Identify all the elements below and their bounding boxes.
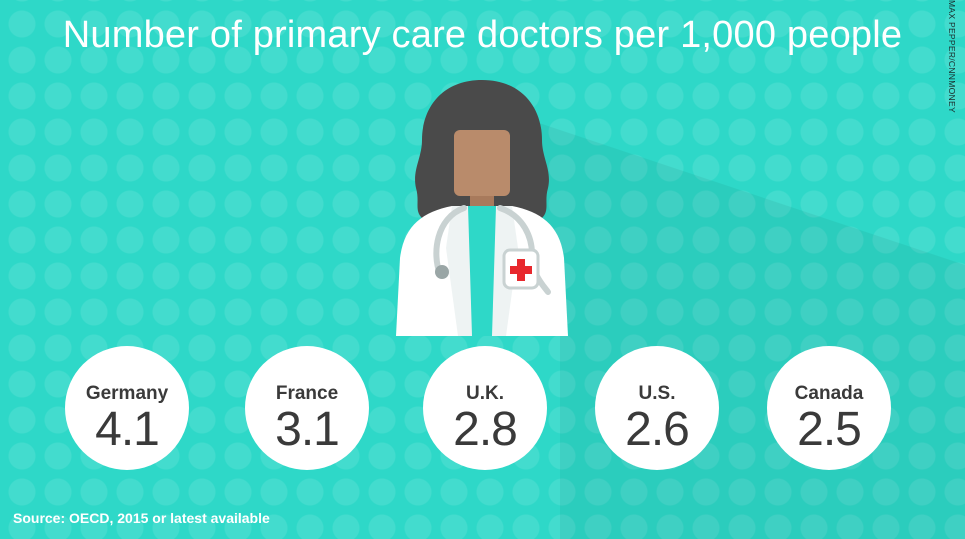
country-bubble: Germany 4.1 — [65, 346, 189, 470]
doctor-rate-value: 4.1 — [95, 403, 160, 456]
country-label: U.K. — [466, 383, 504, 404]
source-note: Source: OECD, 2015 or latest available — [13, 510, 270, 526]
doctor-rate-value: 3.1 — [275, 403, 340, 456]
country-label: U.S. — [638, 383, 676, 404]
country-bubble: U.S. 2.6 — [595, 346, 719, 470]
face-shape — [454, 130, 510, 196]
country-label: France — [275, 383, 339, 404]
page-title: Number of primary care doctors per 1,000… — [62, 14, 903, 56]
doctor-rate-value: 2.8 — [453, 403, 518, 456]
doctor-rate-value: 2.5 — [797, 403, 862, 456]
lapel-left — [446, 206, 472, 336]
stethoscope-chestpiece — [435, 265, 449, 279]
country-label: Germany — [85, 383, 169, 404]
doctor-illustration — [396, 80, 568, 336]
country-label: Canada — [794, 383, 864, 404]
photo-credit: MAX PEPPER/CNNMONEY — [947, 0, 957, 113]
doctor-rate-value: 2.6 — [625, 403, 690, 456]
country-bubble: Canada 2.5 — [767, 346, 891, 470]
scrubs-shape — [466, 206, 498, 336]
country-bubble: France 3.1 — [245, 346, 369, 470]
country-bubble: U.K. 2.8 — [423, 346, 547, 470]
red-cross-icon — [510, 259, 532, 281]
